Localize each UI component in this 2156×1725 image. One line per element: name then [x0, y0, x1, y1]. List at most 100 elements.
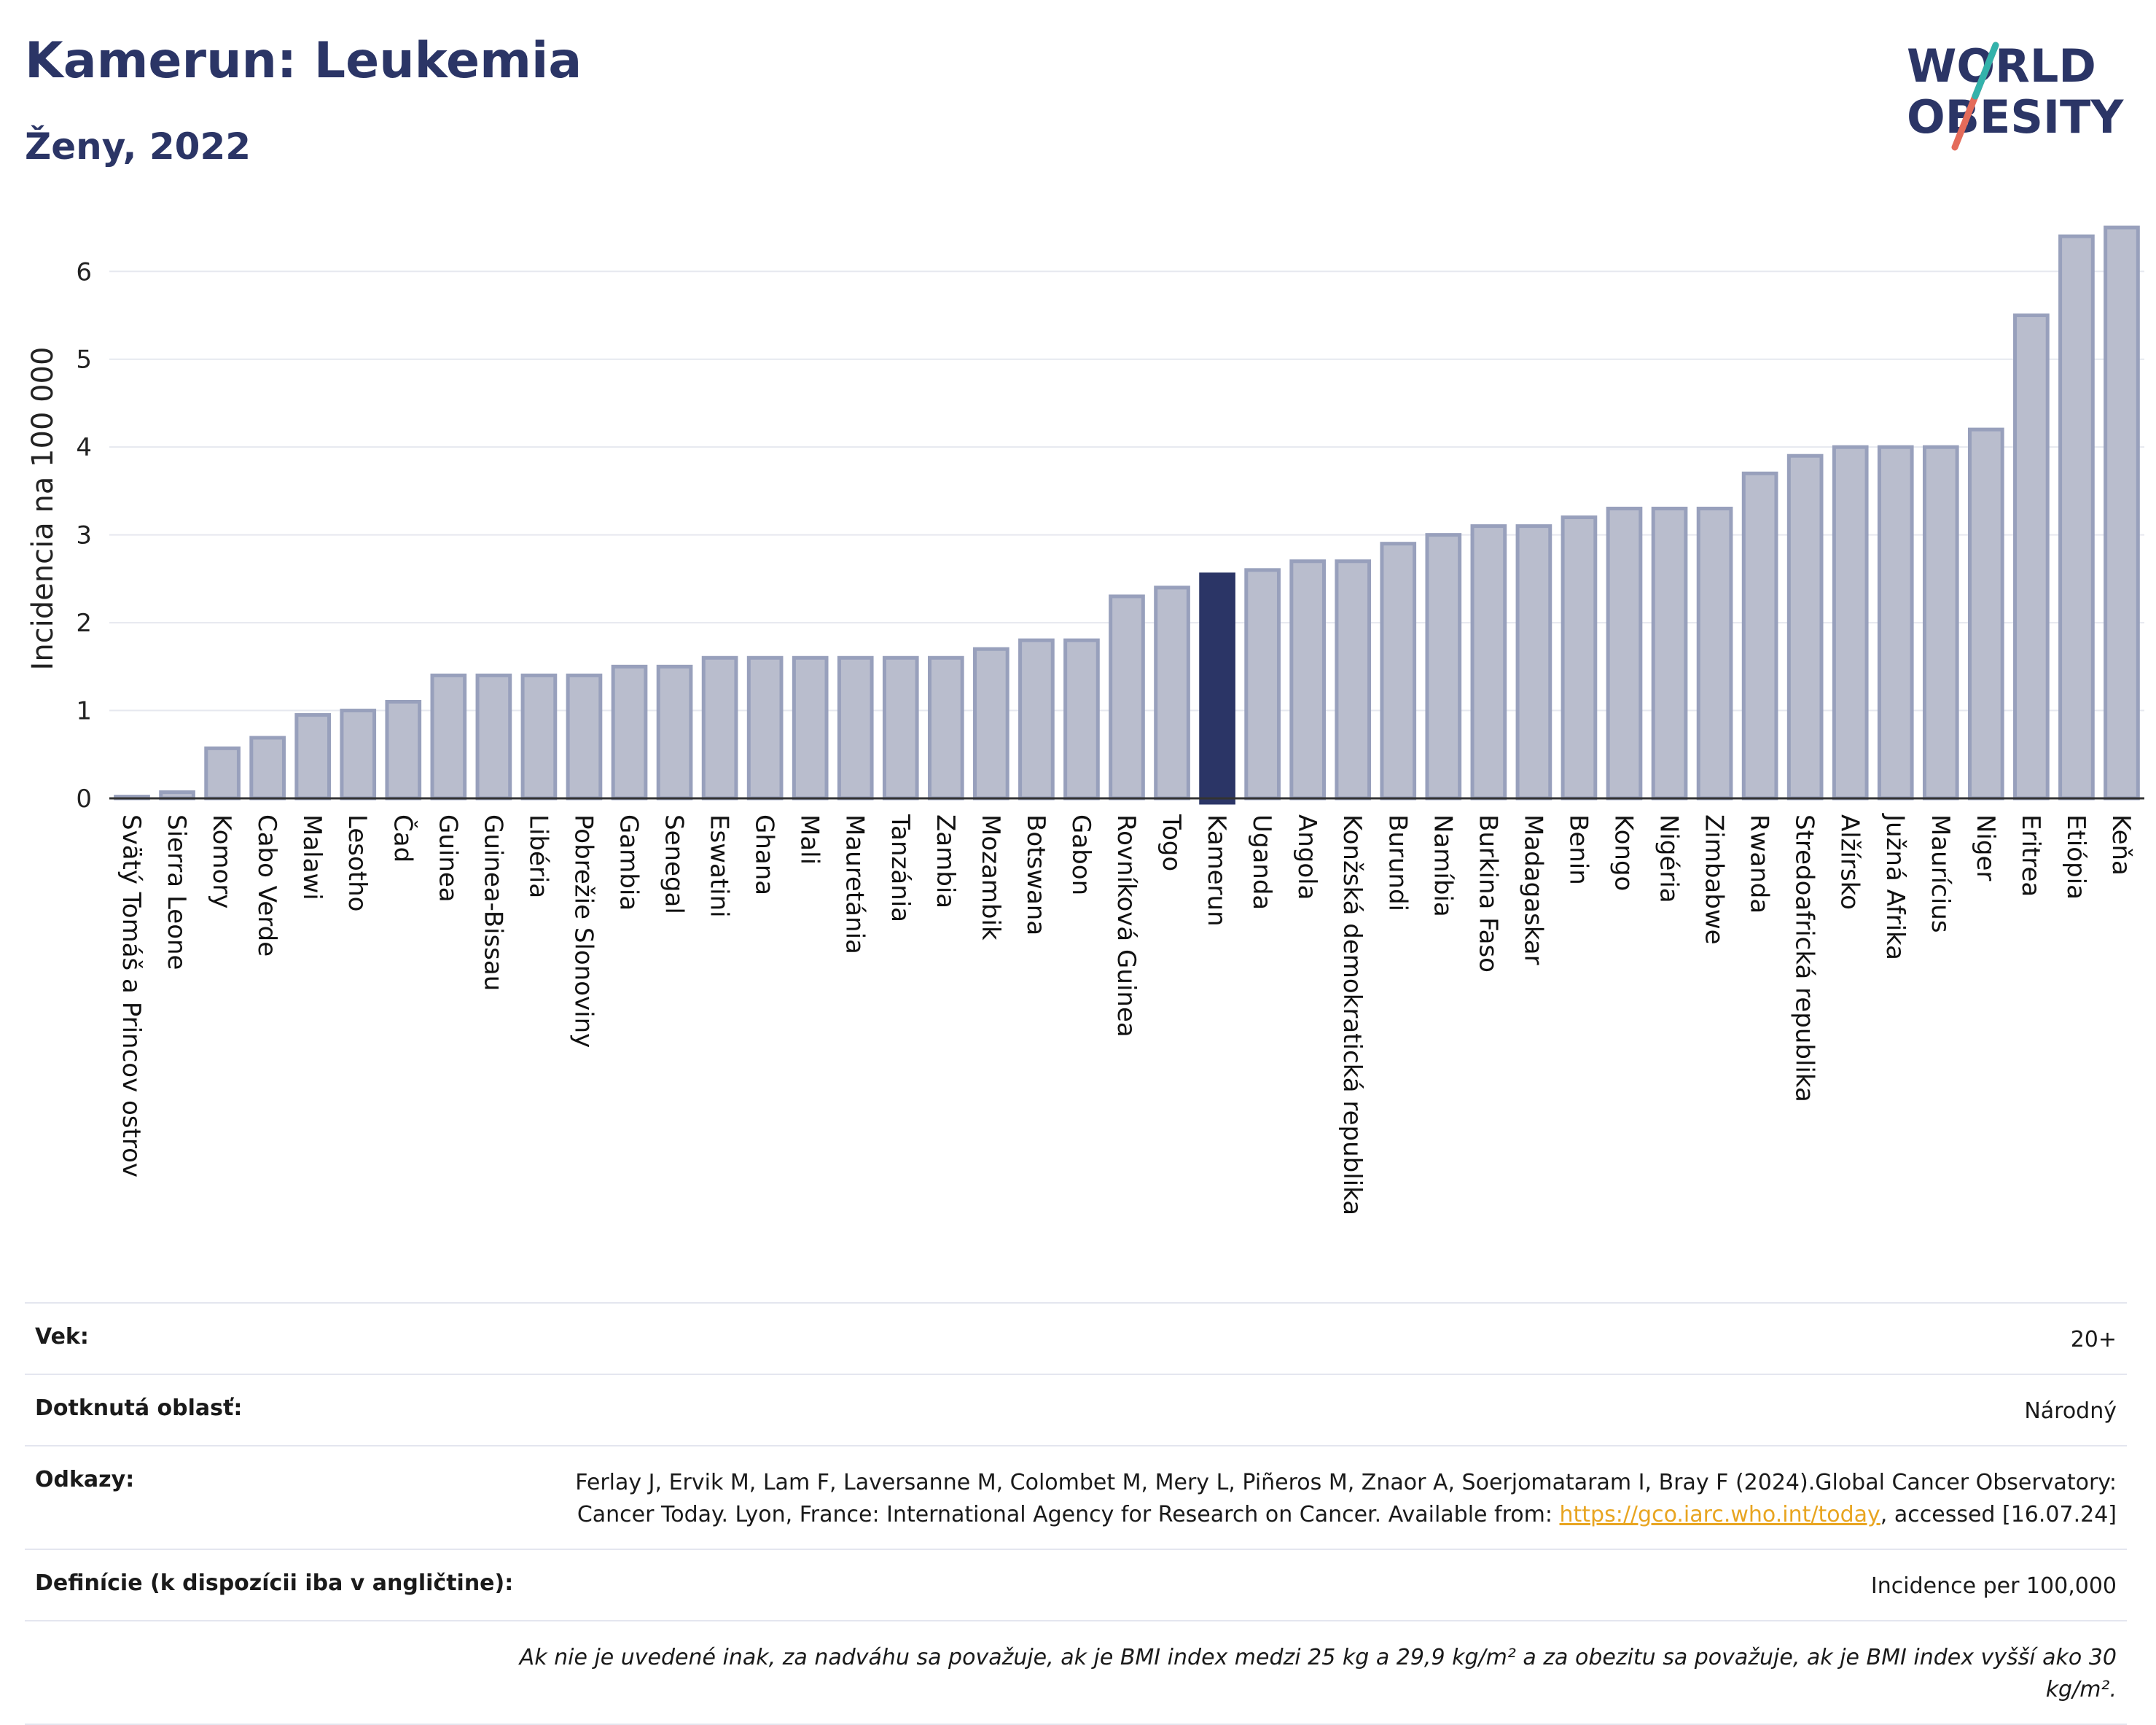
bar [1922, 445, 1959, 801]
x-tick-label: Madagaskar [1518, 814, 1547, 965]
x-tick-label: Zimbabwe [1700, 814, 1729, 945]
info-row-references: Odkazy: Ferlay J, Ervik M, Lam F, Lavers… [25, 1445, 2127, 1549]
x-tick-label: Benin [1563, 814, 1593, 885]
bar [2104, 225, 2140, 801]
bar [1832, 445, 1869, 801]
x-tick-label: Sierra Leone [162, 814, 191, 970]
x-tick-label: Pobrežie Slonoviny [569, 814, 598, 1048]
definitions-value: Incidence per 100,000 [1870, 1573, 2117, 1599]
age-label: Vek: [35, 1324, 89, 1350]
bar [792, 655, 829, 801]
x-tick-label: Uganda [1247, 814, 1276, 910]
y-tick-label: 5 [76, 346, 92, 375]
x-tick-label: Mauretánia [840, 814, 870, 954]
x-tick-label: Libéria [523, 814, 552, 898]
bar [656, 664, 693, 801]
bar [882, 655, 919, 801]
x-tick-label: Južná Afrika [1880, 813, 1910, 960]
bar [1289, 559, 1327, 801]
x-tick-label: Guinea [433, 814, 462, 903]
bar [927, 655, 964, 801]
bar [701, 655, 738, 801]
y-tick-label: 2 [76, 609, 92, 638]
bar [249, 736, 286, 801]
y-tick-label: 1 [76, 697, 92, 726]
bar-highlighted [1199, 572, 1235, 805]
bar [430, 673, 467, 801]
x-tick-label: Malawi [297, 814, 327, 900]
bar-chart: 0 1 2 3 4 5 6 Svätý Tomáš a Princov ostrov Sier… [26, 225, 2144, 1215]
bar [1877, 445, 1914, 801]
x-tick-label: Lesotho [343, 814, 372, 911]
bar [1335, 559, 1372, 801]
x-tick-label: Konžská demokratická republika [1337, 814, 1367, 1215]
area-label: Dotknutá oblasť: [35, 1395, 243, 1421]
bar [2058, 234, 2095, 801]
info-table: Vek: 20+ Dotknutá oblasť: Národný Odkazy… [25, 1302, 2127, 1725]
x-tick-label: Etiópia [2061, 814, 2090, 900]
x-tick-label: Tanzánia [886, 814, 915, 922]
x-tick-label: Kongo [1609, 814, 1638, 891]
bar [1696, 507, 1733, 801]
x-tick-label: Gambia [614, 814, 644, 911]
x-tick-label: Maurícius [1926, 814, 1955, 933]
x-tick-label: Kamerun [1202, 814, 1231, 927]
logo-word-1: WORLD [1907, 39, 2096, 93]
x-tick-label: Senegal [660, 814, 689, 914]
bar [1470, 524, 1507, 801]
y-tick-label: 0 [76, 784, 92, 814]
references-link[interactable]: https://gco.iarc.who.int/today [1559, 1502, 1880, 1527]
x-tick-label: Mali [795, 814, 824, 865]
x-tick-label: Zambia [931, 814, 960, 908]
x-tick-label: Mozambik [976, 814, 1005, 941]
x-tick-label: Guinea-Bissau [478, 814, 507, 991]
x-tick-label: Komory [207, 814, 236, 908]
x-tick-label: Ghana [750, 814, 779, 895]
bar [520, 673, 558, 801]
x-axis-labels: Svätý Tomáš a Princov ostrov Sierra Leone… [117, 813, 2136, 1215]
bar [1651, 507, 1688, 801]
bmi-note: Ak nie je uvedené inak, za nadváhu sa po… [519, 1645, 2117, 1702]
x-tick-label: Burkina Faso [1473, 814, 1502, 973]
y-tick-label: 4 [76, 433, 92, 462]
bar [1786, 453, 1824, 801]
x-tick-label: Namíbia [1428, 814, 1457, 917]
x-tick-label: Angola [1292, 814, 1321, 900]
x-tick-label: Niger [1971, 814, 2000, 881]
bar [1154, 585, 1190, 801]
world-obesity-logo: WORLD OBESITY [1907, 39, 2124, 151]
page-subtitle: Ženy, 2022 [25, 125, 251, 168]
x-tick-label: Stredoafrická republika [1790, 814, 1819, 1102]
bar [1018, 638, 1055, 801]
x-tick-label: Keňa [2106, 814, 2136, 876]
y-tick-label: 6 [76, 257, 92, 287]
x-tick-label: Rwanda [1745, 814, 1774, 914]
bar [2013, 314, 2050, 801]
y-axis-label: Incidencia na 100 000 [26, 347, 60, 671]
age-value: 20+ [2070, 1327, 2117, 1352]
x-tick-label: Svätý Tomáš a Princov ostrov [117, 814, 146, 1177]
y-axis-ticks: 0 1 2 3 4 5 6 [76, 257, 92, 814]
references-text: Ferlay J, Ervik M, Lam F, Laversanne M, … [575, 1470, 2117, 1527]
bar [973, 647, 1009, 801]
bar [340, 709, 377, 801]
bar [611, 664, 648, 801]
bar [385, 700, 422, 801]
x-tick-label: Nigéria [1655, 814, 1684, 903]
page-title: Kamerun: Leukemia [25, 32, 582, 90]
references-tail: , accessed [16.07.24] [1880, 1502, 2117, 1527]
x-tick-label: Eswatini [705, 814, 734, 918]
bar [204, 746, 241, 801]
bar [1561, 515, 1598, 801]
bar [1741, 471, 1778, 801]
definitions-label: Definície (k dispozícii iba v angličtine… [35, 1570, 514, 1596]
info-row-area: Dotknutá oblasť: Národný [25, 1374, 2127, 1445]
bar [837, 655, 874, 801]
bar [566, 673, 603, 801]
bar [1380, 542, 1417, 801]
bar [1968, 427, 2004, 801]
x-tick-label: Alžírsko [1835, 814, 1864, 910]
x-tick-label: Gabon [1066, 814, 1095, 895]
references-value: Ferlay J, Ervik M, Lam F, Laversanne M, … [513, 1467, 2117, 1531]
x-tick-label: Burundi [1383, 814, 1412, 911]
